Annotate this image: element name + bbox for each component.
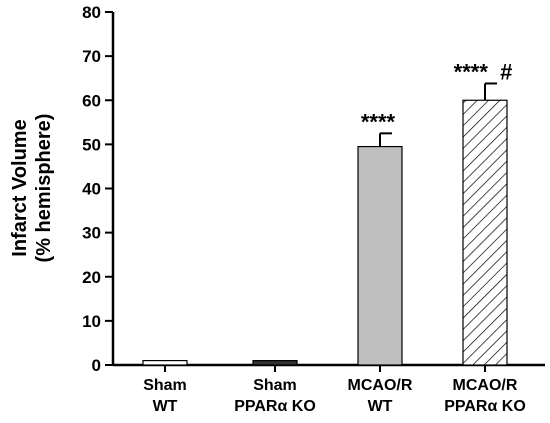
y-tick-label: 30 xyxy=(82,224,101,243)
y-axis-label-line: (% hemisphere) xyxy=(33,114,55,263)
x-tick-label: Sham xyxy=(253,377,297,394)
y-tick-label: 70 xyxy=(82,47,101,66)
x-tick-label: PPARα KO xyxy=(444,398,526,415)
significance-label: **** xyxy=(361,109,396,134)
bar xyxy=(142,359,188,366)
y-tick-label: 80 xyxy=(82,3,101,22)
x-tick-label: MCAO/R xyxy=(453,377,518,394)
bar xyxy=(462,99,508,366)
bar xyxy=(357,145,403,366)
x-tick-label: WT xyxy=(368,398,393,415)
bars: **** **** # xyxy=(142,59,513,366)
x-tick-label: PPARα KO xyxy=(234,398,316,415)
x-tick-label: WT xyxy=(153,398,178,415)
y-tick-label: 50 xyxy=(82,135,101,154)
y-tick-label: 0 xyxy=(92,356,101,375)
y-tick-label: 60 xyxy=(82,91,101,110)
significance-label: **** # xyxy=(454,59,513,84)
y-tick-label: 10 xyxy=(82,312,101,331)
x-tick-label: Sham xyxy=(143,377,187,394)
category-labels: Sham WT Sham PPARα KO MCAO/R WT MCAO/R PPARα KO xyxy=(143,377,526,415)
bar xyxy=(252,359,298,366)
x-tick-label: MCAO/R xyxy=(348,377,413,394)
y-axis-label-line: Infarct Volume xyxy=(9,119,31,256)
y-tick-label: 40 xyxy=(82,180,101,199)
y-axis-label: Infarct Volume (% hemisphere) xyxy=(9,114,55,263)
y-tick-label: 20 xyxy=(82,268,101,287)
